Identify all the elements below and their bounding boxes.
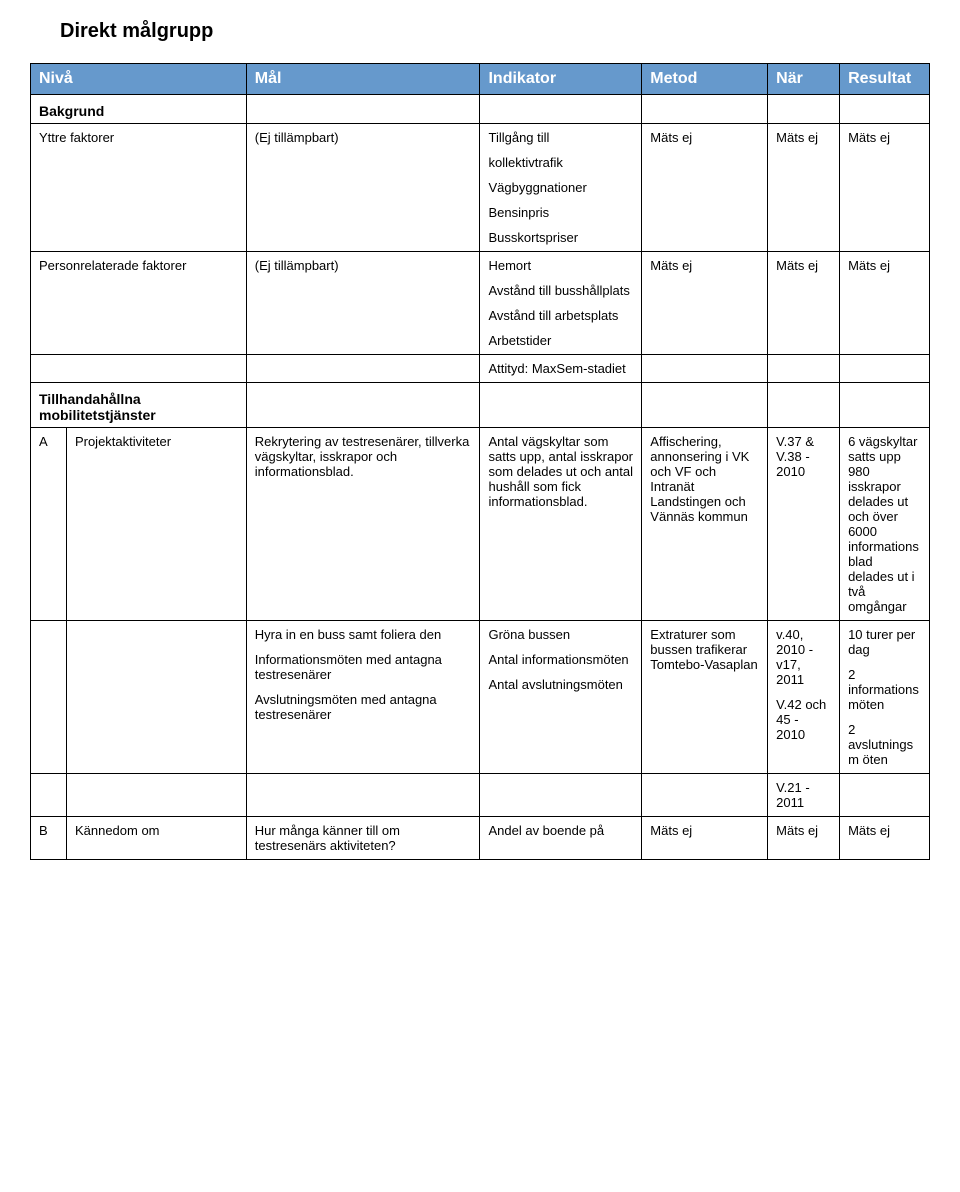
cell-metod: Extraturer som bussen trafikerar Tomtebo… xyxy=(642,621,768,774)
cell-projektaktiviteter: Projektaktiviteter xyxy=(66,428,246,621)
cell-mal: Hur många känner till om testresenärs ak… xyxy=(246,817,480,860)
cell-attityd: Attityd: MaxSem-stadiet xyxy=(480,355,642,383)
cell-metod: Affischering, annonsering i VK och VF oc… xyxy=(642,428,768,621)
line: kollektivtrafik xyxy=(488,155,633,170)
cell-indikator: Antal vägskyltar som satts upp, antal is… xyxy=(480,428,642,621)
empty-cell xyxy=(31,355,247,383)
empty-cell xyxy=(642,774,768,817)
cell-resultat: Mäts ej xyxy=(840,124,930,252)
table-header-row: Nivå Mål Indikator Metod När Resultat xyxy=(31,64,930,95)
col-metod: Metod xyxy=(642,64,768,95)
cell-mal-stack: Hyra in en buss samt foliera den Informa… xyxy=(246,621,480,774)
row-a-continuation: Hyra in en buss samt foliera den Informa… xyxy=(31,621,930,774)
col-nar: När xyxy=(768,64,840,95)
line: v.40, 2010 - v17, 2011 xyxy=(776,627,831,687)
row-v21: V.21 - 2011 xyxy=(31,774,930,817)
empty-cell xyxy=(480,383,642,428)
line: V.42 och 45 - 2010 xyxy=(776,697,831,742)
row-attityd: Attityd: MaxSem-stadiet xyxy=(31,355,930,383)
empty-cell xyxy=(480,774,642,817)
cell-metod: Mäts ej xyxy=(642,817,768,860)
cell-resultat: 6 vägskyltar satts upp 980 isskrapor del… xyxy=(840,428,930,621)
col-indikator: Indikator xyxy=(480,64,642,95)
goal-table: Nivå Mål Indikator Metod När Resultat Ba… xyxy=(30,63,930,860)
cell-level-b: B xyxy=(31,817,67,860)
line: Hemort xyxy=(488,258,633,273)
row-b-kannedom: B Kännedom om Hur många känner till om t… xyxy=(31,817,930,860)
line: Hyra in en buss samt foliera den xyxy=(255,627,472,642)
cell-nar: Mäts ej xyxy=(768,124,840,252)
line: Bensinpris xyxy=(488,205,633,220)
cell-nar: V.37 & V.38 - 2010 xyxy=(768,428,840,621)
empty-cell xyxy=(840,383,930,428)
empty-cell xyxy=(642,95,768,124)
col-resultat: Resultat xyxy=(840,64,930,95)
line: Tillgång till xyxy=(488,130,633,145)
section-bakgrund-label: Bakgrund xyxy=(31,95,247,124)
cell-indikator-stack: Tillgång till kollektivtrafik Vägbyggnat… xyxy=(480,124,642,252)
empty-cell xyxy=(768,95,840,124)
line: Arbetstider xyxy=(488,333,633,348)
line: Avstånd till arbetsplats xyxy=(488,308,633,323)
col-mal: Mål xyxy=(246,64,480,95)
line: Informationsmöten med antagna testresenä… xyxy=(255,652,472,682)
line: Antal avslutningsmöten xyxy=(488,677,633,692)
empty-cell xyxy=(840,774,930,817)
cell-nar: V.21 - 2011 xyxy=(768,774,840,817)
section-tjanster-label: Tillhandahållna mobilitetstjänster xyxy=(31,383,247,428)
line: Gröna bussen xyxy=(488,627,633,642)
cell-metod: Mäts ej xyxy=(642,124,768,252)
row-yttre-faktorer: Yttre faktorer (Ej tillämpbart) Tillgång… xyxy=(31,124,930,252)
line: Busskortspriser xyxy=(488,230,633,245)
empty-cell xyxy=(66,621,246,774)
empty-cell xyxy=(246,355,480,383)
empty-cell xyxy=(840,355,930,383)
cell-kannedom: Kännedom om xyxy=(66,817,246,860)
line: 2 avslutningsm öten xyxy=(848,722,921,767)
section-bakgrund-label-row: Bakgrund xyxy=(31,95,930,124)
empty-cell xyxy=(246,774,480,817)
empty-cell xyxy=(768,383,840,428)
line: 2 informations möten xyxy=(848,667,921,712)
cell-nar: Mäts ej xyxy=(768,252,840,355)
cell-ej-tillampbart: (Ej tillämpbart) xyxy=(246,252,480,355)
empty-cell xyxy=(246,95,480,124)
cell-personrelaterade: Personrelaterade faktorer xyxy=(31,252,247,355)
cell-resultat: Mäts ej xyxy=(840,252,930,355)
line: Antal informationsmöten xyxy=(488,652,633,667)
line: 10 turer per dag xyxy=(848,627,921,657)
row-a-projektaktiviteter: A Projektaktiviteter Rekrytering av test… xyxy=(31,428,930,621)
empty-cell xyxy=(642,383,768,428)
empty-cell xyxy=(480,95,642,124)
col-niva: Nivå xyxy=(31,64,247,95)
empty-cell xyxy=(246,383,480,428)
cell-indikator-stack: Gröna bussen Antal informationsmöten Ant… xyxy=(480,621,642,774)
cell-indikator: Andel av boende på xyxy=(480,817,642,860)
empty-cell xyxy=(768,355,840,383)
cell-mal: Rekrytering av testresenärer, tillverka … xyxy=(246,428,480,621)
line: Avslutningsmöten med antagna testresenär… xyxy=(255,692,472,722)
empty-cell xyxy=(66,774,246,817)
cell-yttre-faktorer: Yttre faktorer xyxy=(31,124,247,252)
cell-resultat: Mäts ej xyxy=(840,817,930,860)
section-tjanster-label-row: Tillhandahållna mobilitetstjänster xyxy=(31,383,930,428)
empty-cell xyxy=(31,774,67,817)
empty-cell xyxy=(840,95,930,124)
cell-nar-stack: v.40, 2010 - v17, 2011 V.42 och 45 - 201… xyxy=(768,621,840,774)
page-title: Direkt målgrupp xyxy=(60,20,930,43)
empty-cell xyxy=(642,355,768,383)
cell-indikator-stack: Hemort Avstånd till busshållplats Avstån… xyxy=(480,252,642,355)
cell-metod: Mäts ej xyxy=(642,252,768,355)
cell-ej-tillampbart: (Ej tillämpbart) xyxy=(246,124,480,252)
cell-resultat-stack: 10 turer per dag 2 informations möten 2 … xyxy=(840,621,930,774)
empty-cell xyxy=(31,621,67,774)
line: Vägbyggnationer xyxy=(488,180,633,195)
cell-nar: Mäts ej xyxy=(768,817,840,860)
row-personrelaterade: Personrelaterade faktorer (Ej tillämpbar… xyxy=(31,252,930,355)
line: Avstånd till busshållplats xyxy=(488,283,633,298)
cell-level-a: A xyxy=(31,428,67,621)
